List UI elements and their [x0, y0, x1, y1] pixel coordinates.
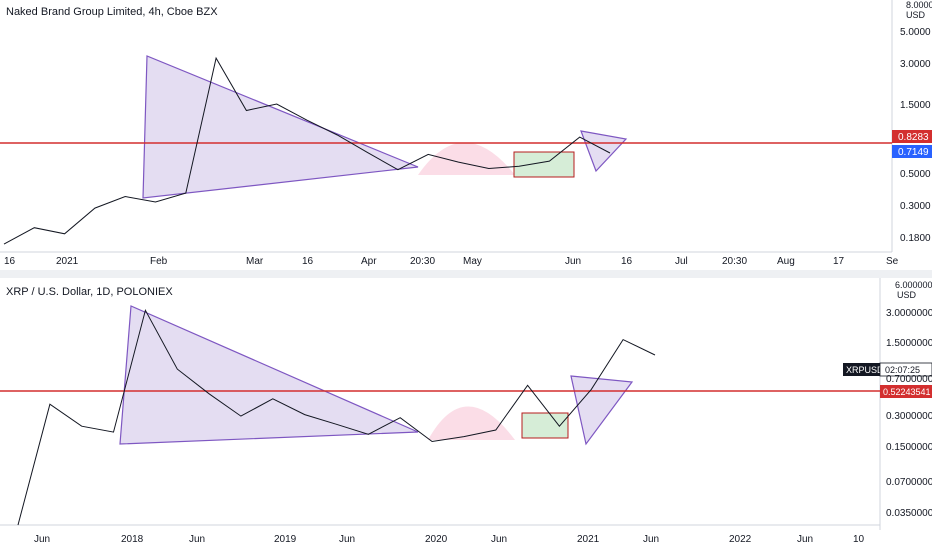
- x-tick-label: Jun: [643, 534, 659, 545]
- y-tick-label: 0.3000: [900, 201, 931, 212]
- pennant-triangle-pattern[interactable]: [570, 375, 634, 446]
- x-tick-label: Jun: [339, 534, 355, 545]
- chart-panel-top: 0.8283 0.7149 5.0000 3.0000 1.5000 0.500…: [0, 0, 932, 270]
- x-tick-label: Mar: [246, 256, 264, 267]
- x-tick-label: Apr: [361, 256, 377, 267]
- pennant-triangle-pattern[interactable]: [580, 130, 628, 173]
- level-price-label: 0.52243541: [880, 385, 932, 398]
- x-tick-label: Jun: [797, 534, 813, 545]
- symbol-price-label: XRPUSD 02:07:25: [843, 362, 932, 377]
- chart-bottom-svg[interactable]: XRPUSD 02:07:25 0.52243541 3.00000000 1.…: [0, 278, 932, 550]
- y-tick-label: 0.03500000: [886, 508, 932, 519]
- x-tick-label: 2021: [56, 256, 79, 267]
- y-tick-label: 0.5000: [900, 169, 931, 180]
- x-tick-label: Jun: [189, 534, 205, 545]
- x-tick-label: 17: [833, 256, 845, 267]
- x-tick-label: 10: [853, 534, 865, 545]
- y-tick-label: 3.0000: [900, 59, 931, 70]
- x-tick-label: Jun: [491, 534, 507, 545]
- last-price-text: 0.7149: [898, 147, 929, 158]
- consolidation-box[interactable]: [521, 412, 569, 439]
- last-price-label: 0.7149: [892, 145, 932, 158]
- level-price-text: 0.52243541: [883, 387, 931, 397]
- x-tick-label: 16: [302, 256, 314, 267]
- x-tick-label: Jun: [34, 534, 50, 545]
- x-tick-label: 2022: [729, 534, 752, 545]
- chart-title-bottom: XRP / U.S. Dollar, 1D, POLONIEX: [6, 286, 173, 298]
- consolidation-box[interactable]: [513, 151, 575, 178]
- x-tick-label: Se: [886, 256, 899, 267]
- x-tick-label: 20:30: [722, 256, 747, 267]
- descending-triangle-pattern[interactable]: [119, 305, 419, 445]
- y-tick-label: 3.00000000: [886, 308, 932, 319]
- x-tick-label: May: [463, 256, 482, 267]
- rounded-bottom-arc[interactable]: [428, 406, 515, 441]
- price-series-line: [17, 308, 656, 526]
- x-tick-label: Aug: [777, 256, 795, 267]
- x-tick-label: 2018: [121, 534, 144, 545]
- x-tick-label: 20:30: [410, 256, 435, 267]
- x-tick-label: 2020: [425, 534, 448, 545]
- y-tick-label: 1.5000: [900, 100, 931, 111]
- axis-unit-top-2: USD: [906, 10, 926, 20]
- x-tick-label: 16: [621, 256, 633, 267]
- x-tick-label: Feb: [150, 256, 168, 267]
- countdown-text: 02:07:25: [885, 365, 920, 375]
- price-series-line: [3, 56, 611, 245]
- level-price-label: 0.8283: [892, 130, 932, 143]
- x-tick-label: 16: [4, 256, 16, 267]
- chart-title-top: Naked Brand Group Limited, 4h, Cboe BZX: [6, 6, 218, 18]
- symbol-text: XRPUSD: [846, 365, 884, 375]
- axis-unit-bottom-1: 6.00000000: [895, 280, 932, 290]
- y-tick-label: 5.0000: [900, 27, 931, 38]
- y-tick-label: 0.1800: [900, 233, 931, 244]
- descending-triangle-pattern[interactable]: [142, 55, 419, 199]
- x-tick-label: Jun: [565, 256, 581, 267]
- chart-panel-bottom: XRPUSD 02:07:25 0.52243541 3.00000000 1.…: [0, 278, 932, 550]
- x-tick-label: 2019: [274, 534, 297, 545]
- axis-unit-top-1: 8.0000: [906, 0, 932, 10]
- panel-divider[interactable]: [0, 270, 932, 278]
- level-price-text: 0.8283: [898, 132, 929, 143]
- x-tick-label: 2021: [577, 534, 600, 545]
- rounded-bottom-arc[interactable]: [418, 142, 515, 176]
- x-tick-label: Jul: [675, 256, 688, 267]
- chart-top-svg[interactable]: 0.8283 0.7149 5.0000 3.0000 1.5000 0.500…: [0, 0, 932, 270]
- axis-unit-bottom-2: USD: [897, 290, 917, 300]
